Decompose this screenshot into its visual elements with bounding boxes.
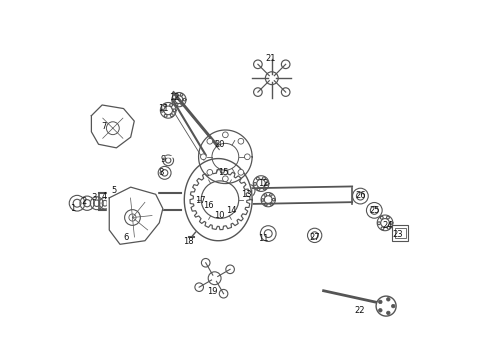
- Text: 10: 10: [214, 211, 224, 220]
- Text: 8: 8: [158, 168, 164, 177]
- Text: 21: 21: [266, 54, 276, 63]
- Polygon shape: [109, 187, 163, 244]
- Text: 25: 25: [369, 206, 380, 215]
- Text: 14: 14: [226, 206, 237, 215]
- Circle shape: [392, 304, 395, 308]
- Text: 12: 12: [170, 93, 180, 102]
- Text: 3: 3: [92, 193, 97, 202]
- Text: 27: 27: [309, 233, 320, 242]
- Text: 6: 6: [123, 233, 129, 242]
- Text: 11: 11: [158, 104, 169, 113]
- Polygon shape: [92, 105, 134, 148]
- Text: 22: 22: [354, 306, 365, 315]
- Text: 7: 7: [101, 122, 107, 131]
- Polygon shape: [198, 173, 252, 226]
- Text: 13: 13: [242, 190, 252, 199]
- Text: 24: 24: [383, 221, 393, 230]
- Circle shape: [222, 176, 228, 181]
- Polygon shape: [184, 158, 252, 241]
- Text: 19: 19: [207, 287, 218, 296]
- Text: 4: 4: [101, 192, 106, 201]
- Text: 5: 5: [111, 186, 116, 195]
- Circle shape: [376, 296, 396, 316]
- Circle shape: [379, 309, 382, 312]
- Polygon shape: [66, 130, 490, 184]
- Text: 9: 9: [161, 155, 166, 164]
- Circle shape: [238, 138, 244, 144]
- Text: 12: 12: [258, 179, 269, 188]
- Text: 15: 15: [219, 168, 229, 177]
- Text: 17: 17: [195, 196, 206, 205]
- Text: 11: 11: [258, 234, 269, 243]
- Circle shape: [245, 154, 250, 159]
- Circle shape: [207, 170, 213, 175]
- Text: 2: 2: [81, 197, 86, 206]
- Text: 18: 18: [183, 237, 194, 246]
- Text: 26: 26: [355, 190, 366, 199]
- Circle shape: [379, 300, 382, 304]
- Circle shape: [222, 132, 228, 138]
- Text: 23: 23: [392, 230, 403, 239]
- Text: 1: 1: [70, 204, 75, 213]
- Text: 16: 16: [203, 201, 214, 210]
- Circle shape: [387, 297, 390, 301]
- Circle shape: [387, 311, 390, 315]
- Circle shape: [238, 170, 244, 175]
- Circle shape: [200, 154, 206, 159]
- Circle shape: [207, 138, 213, 144]
- Text: 20: 20: [214, 140, 224, 149]
